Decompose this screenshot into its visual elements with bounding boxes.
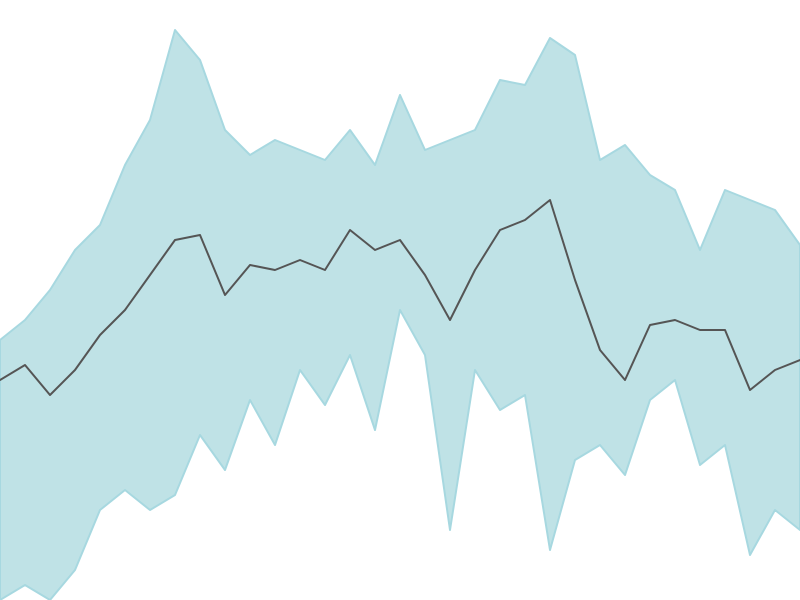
chart	[0, 0, 800, 600]
